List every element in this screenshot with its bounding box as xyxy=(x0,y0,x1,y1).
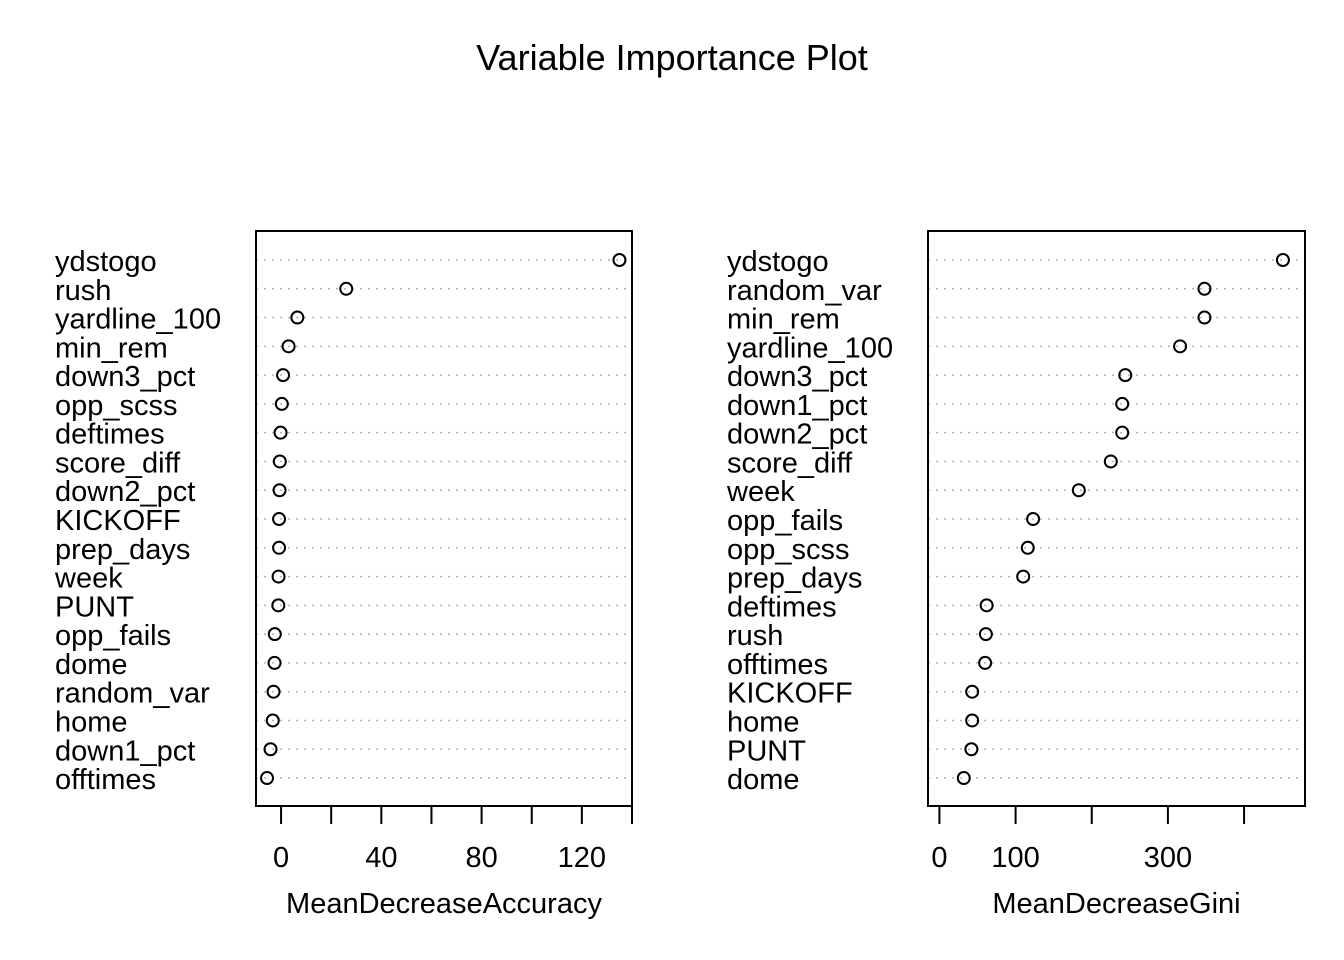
gini-x-tick-label: 300 xyxy=(1144,842,1192,874)
chart-title: Variable Importance Plot xyxy=(476,37,868,78)
acc-category-label: PUNT xyxy=(55,591,134,623)
acc-point-score_diff xyxy=(272,454,287,469)
acc-point-deftimes xyxy=(273,425,288,440)
acc-x-tick-label: 0 xyxy=(273,842,289,874)
gini-point-score_diff xyxy=(1103,454,1118,469)
acc-point-opp_scss xyxy=(274,396,289,411)
gini-category-label: home xyxy=(727,706,800,738)
gini-x-tick-label: 0 xyxy=(931,842,947,874)
acc-point-dome xyxy=(267,655,282,670)
acc-point-rush xyxy=(339,281,354,296)
acc-x-axis-label: MeanDecreaseAccuracy xyxy=(286,888,602,920)
gini-category-label: offtimes xyxy=(727,649,828,681)
acc-category-label: down3_pct xyxy=(55,361,195,393)
gini-point-opp_fails xyxy=(1026,512,1041,527)
gini-point-week xyxy=(1071,483,1086,498)
acc-point-home xyxy=(265,713,280,728)
gini-point-deftimes xyxy=(979,598,994,613)
acc-point-random_var xyxy=(266,684,281,699)
gini-point-opp_scss xyxy=(1020,540,1035,555)
gini-x-axis-label: MeanDecreaseGini xyxy=(992,888,1240,920)
acc-point-KICKOFF xyxy=(272,512,287,527)
acc-x-tick-label: 80 xyxy=(465,842,497,874)
gini-point-KICKOFF xyxy=(965,684,980,699)
gini-point-down1_pct xyxy=(1115,396,1130,411)
gini-plot-frame xyxy=(927,230,1306,807)
gini-point-PUNT xyxy=(964,742,979,757)
acc-category-label: KICKOFF xyxy=(55,505,181,537)
acc-plot-frame xyxy=(255,230,633,807)
acc-point-min_rem xyxy=(281,339,296,354)
acc-category-label: min_rem xyxy=(55,332,168,364)
acc-category-label: yardline_100 xyxy=(55,304,221,336)
gini-point-dome xyxy=(956,771,971,786)
acc-point-opp_fails xyxy=(267,627,282,642)
gini-category-label: PUNT xyxy=(727,735,806,767)
acc-category-label: ydstogo xyxy=(55,246,157,278)
mean-decrease-accuracy-panel: ydstogorushyardline_100min_remdown3_pcto… xyxy=(54,230,633,920)
gini-point-ydstogo xyxy=(1275,253,1290,267)
gini-category-label: min_rem xyxy=(727,304,840,336)
acc-point-down2_pct xyxy=(272,483,287,498)
gini-point-down2_pct xyxy=(1115,425,1130,440)
acc-category-label: offtimes xyxy=(55,764,156,796)
gini-point-down3_pct xyxy=(1118,368,1133,383)
gini-point-offtimes xyxy=(978,655,993,670)
gini-point-home xyxy=(965,713,980,728)
gini-category-label: KICKOFF xyxy=(727,678,853,710)
acc-point-ydstogo xyxy=(612,253,627,267)
gini-category-label: opp_scss xyxy=(727,534,850,566)
gini-category-label: prep_days xyxy=(727,563,862,595)
gini-category-label: score_diff xyxy=(727,447,853,479)
acc-point-down1_pct xyxy=(263,742,278,757)
acc-category-label: dome xyxy=(55,649,128,681)
acc-category-label: down1_pct xyxy=(55,735,195,767)
mean-decrease-gini-panel: ydstogorandom_varmin_remyardline_100down… xyxy=(726,230,1306,920)
gini-point-min_rem xyxy=(1197,310,1212,325)
gini-x-tick-label: 100 xyxy=(991,842,1039,874)
gini-category-label: down3_pct xyxy=(727,361,867,393)
gini-category-label: down2_pct xyxy=(727,419,867,451)
acc-point-offtimes xyxy=(260,771,275,786)
acc-point-prep_days xyxy=(272,540,287,555)
acc-category-label: prep_days xyxy=(55,534,190,566)
gini-category-label: down1_pct xyxy=(727,390,867,422)
acc-category-label: score_diff xyxy=(55,447,181,479)
gini-category-label: yardline_100 xyxy=(727,332,893,364)
gini-category-label: dome xyxy=(727,764,800,796)
acc-point-yardline_100 xyxy=(290,310,305,325)
gini-category-label: ydstogo xyxy=(727,246,829,278)
acc-category-label: deftimes xyxy=(55,419,165,451)
gini-point-rush xyxy=(978,627,993,642)
acc-category-label: week xyxy=(54,563,123,595)
acc-x-tick-label: 120 xyxy=(558,842,606,874)
acc-point-week xyxy=(271,569,286,584)
acc-category-label: random_var xyxy=(55,678,210,710)
acc-category-label: opp_scss xyxy=(55,390,178,422)
acc-category-label: down2_pct xyxy=(55,476,195,508)
gini-point-random_var xyxy=(1197,281,1212,296)
acc-point-PUNT xyxy=(271,598,286,613)
gini-category-label: random_var xyxy=(727,275,882,307)
acc-category-label: opp_fails xyxy=(55,620,171,652)
gini-category-label: week xyxy=(726,476,795,508)
acc-category-label: home xyxy=(55,706,128,738)
acc-x-tick-label: 40 xyxy=(365,842,397,874)
gini-point-prep_days xyxy=(1016,569,1031,584)
acc-category-label: rush xyxy=(55,275,111,307)
gini-category-label: rush xyxy=(727,620,783,652)
acc-point-down3_pct xyxy=(276,368,291,383)
gini-category-label: deftimes xyxy=(727,591,837,623)
gini-point-yardline_100 xyxy=(1173,339,1188,354)
gini-category-label: opp_fails xyxy=(727,505,843,537)
